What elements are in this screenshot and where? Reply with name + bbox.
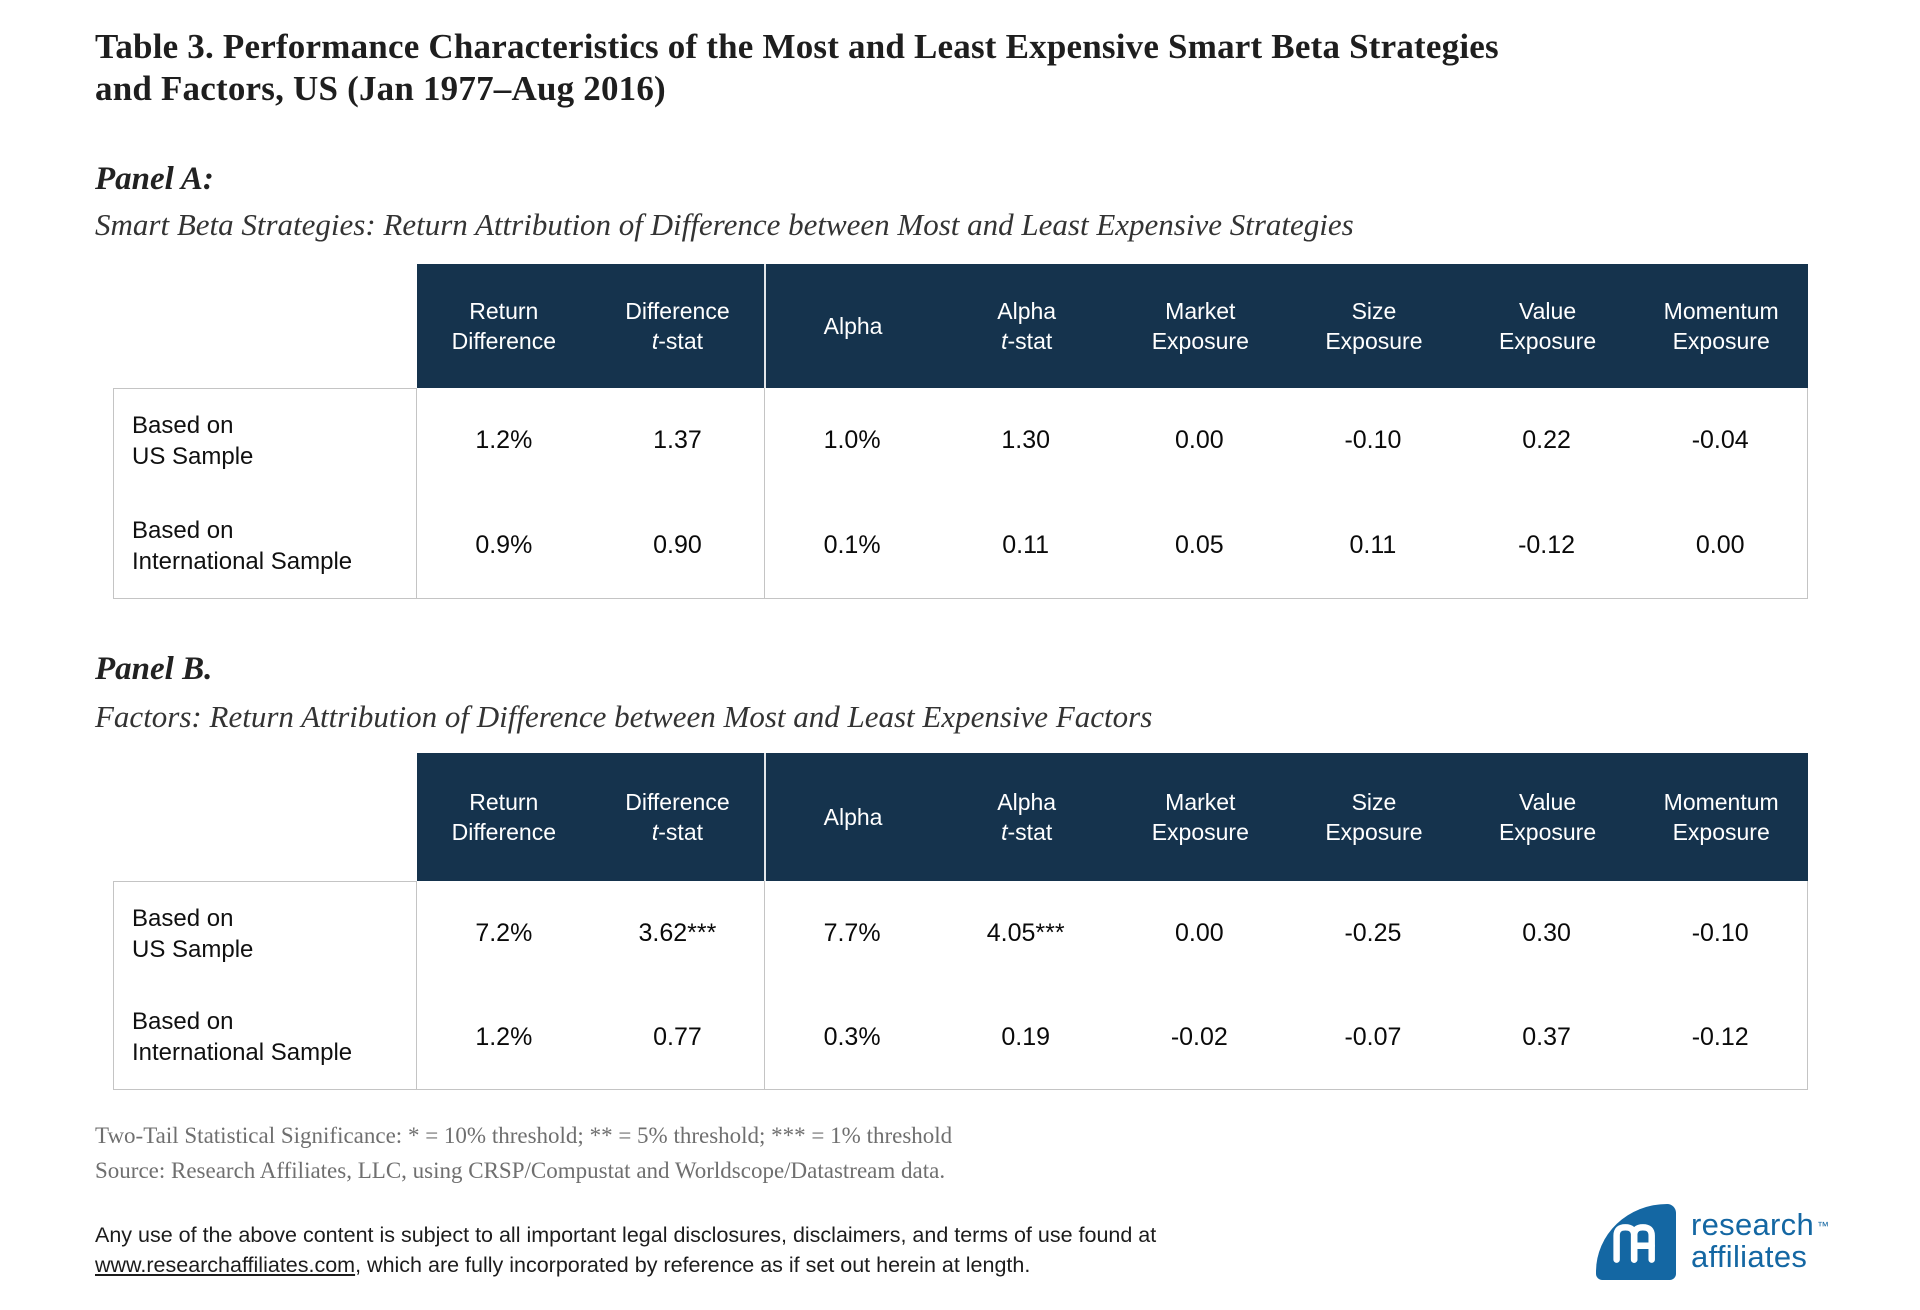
panel-b-table: Return Difference Difference t-stat Alph… (113, 753, 1808, 1090)
row-label: Based on US Sample (113, 388, 417, 493)
value-cell: 0.19 (1001, 1022, 1051, 1051)
column-header-difference-tstat: Difference t-stat (591, 264, 767, 388)
footnotes: Two-Tail Statistical Significance: * = 1… (95, 1118, 952, 1188)
column-header-size-exposure: Size Exposure (1325, 298, 1423, 354)
value-cell: -0.12 (1691, 1022, 1749, 1051)
value-cell: 7.7% (823, 918, 881, 947)
panel-a-subtitle: Smart Beta Strategies: Return Attributio… (95, 207, 1354, 242)
table-row-us-sample: Based on US Sample 1.2% 1.37 1.0% 1.30 0… (113, 388, 1807, 493)
value-cell: 1.37 (591, 388, 766, 493)
column-header-return-difference: Return Difference (451, 789, 557, 845)
value-cell: -0.07 (1344, 1022, 1402, 1051)
panel-a-table: Return Difference Difference t-stat Alph… (113, 264, 1808, 599)
column-header-market-exposure: Market Exposure (1151, 298, 1249, 354)
footnote-source: Source: Research Affiliates, LLC, using … (95, 1158, 946, 1183)
value-cell: -0.12 (1518, 531, 1576, 559)
panel-b-subtitle: Factors: Return Attribution of Differenc… (95, 699, 1153, 734)
value-cell: 0.22 (1522, 426, 1571, 454)
value-cell: 0.11 (1002, 531, 1050, 559)
value-cell: 4.05*** (986, 918, 1065, 947)
column-header-alpha-tstat: Alpha t-stat (997, 298, 1057, 354)
table-row-international-sample: Based on International Sample 1.2% 0.77 … (113, 985, 1807, 1089)
value-cell: 0.1% (823, 531, 881, 559)
panel-b-heading: Panel B. (95, 651, 213, 687)
value-cell: -0.25 (1344, 918, 1402, 947)
column-header-momentum-exposure: Momentum Exposure (1663, 298, 1779, 354)
column-header-size-exposure: Size Exposure (1325, 789, 1423, 845)
value-cell: -0.02 (1170, 1022, 1228, 1051)
column-header-alpha: Alpha (823, 313, 883, 339)
title-line-1: Table 3. Performance Characteristics of … (95, 27, 1499, 66)
value-cell: 1.2% (475, 426, 533, 454)
column-header-alpha-tstat: Alpha t-stat (997, 789, 1057, 845)
title-line-2: and Factors, US (Jan 1977–Aug 2016) (95, 69, 666, 108)
column-header-value-exposure: Value Exposure (1498, 789, 1597, 845)
value-cell: 0.30 (1522, 918, 1571, 947)
table-row-international-sample: Based on International Sample 0.9% 0.90 … (113, 493, 1807, 598)
value-cell: 1.0% (823, 426, 881, 454)
value-cell: 1.30 (1001, 426, 1051, 454)
value-cell: 1.2% (475, 1022, 533, 1051)
trademark-symbol: ™ (1817, 1219, 1830, 1233)
value-cell: 0.00 (1695, 531, 1745, 559)
panel-a-table-header: Return Difference Difference t-stat Alph… (113, 264, 1808, 388)
value-cell: 0.77 (591, 985, 766, 1089)
header-spacer (113, 264, 417, 388)
column-header-market-exposure: Market Exposure (1151, 789, 1249, 845)
column-header-alpha: Alpha (823, 804, 883, 830)
value-cell: 0.9% (475, 531, 533, 559)
value-cell: 0.00 (1174, 426, 1224, 454)
value-cell: 0.11 (1349, 531, 1397, 559)
value-cell: 0.05 (1174, 531, 1224, 559)
ra-monogram-icon (1596, 1204, 1676, 1280)
page-title: Table 3. Performance Characteristics of … (95, 26, 1515, 110)
panel-a-heading: Panel A: (95, 161, 214, 197)
value-cell: 0.90 (591, 493, 766, 598)
value-cell: -0.04 (1691, 426, 1749, 454)
table-row-us-sample: Based on US Sample 7.2% 3.62*** 7.7% 4.0… (113, 881, 1807, 985)
footnote-significance: Two-Tail Statistical Significance: * = 1… (95, 1123, 953, 1148)
value-cell: 0.37 (1522, 1022, 1571, 1051)
logo-wordmark: research ™ affiliates (1691, 1207, 1830, 1274)
value-cell: 3.62*** (591, 881, 766, 985)
row-label: Based on International Sample (113, 985, 417, 1089)
panel-b-table-header: Return Difference Difference t-stat Alph… (113, 753, 1808, 881)
column-header-return-difference: Return Difference (451, 298, 557, 354)
column-header-momentum-exposure: Momentum Exposure (1663, 789, 1779, 845)
value-cell: 7.2% (475, 918, 533, 947)
value-cell: -0.10 (1344, 426, 1402, 454)
column-header-value-exposure: Value Exposure (1498, 298, 1597, 354)
research-affiliates-logo: research ™ affiliates (1596, 1204, 1830, 1280)
legal-text: Any use of the above content is subject … (95, 1223, 1157, 1277)
column-header-difference-tstat: Difference t-stat (591, 753, 767, 881)
value-cell: -0.10 (1691, 918, 1749, 947)
row-label: Based on International Sample (113, 493, 417, 598)
value-cell: 0.00 (1174, 918, 1224, 947)
header-spacer (113, 753, 417, 881)
row-label: Based on US Sample (113, 881, 417, 985)
legal-link[interactable]: www.researchaffiliates.com (95, 1253, 356, 1277)
value-cell: 0.3% (823, 1022, 881, 1051)
